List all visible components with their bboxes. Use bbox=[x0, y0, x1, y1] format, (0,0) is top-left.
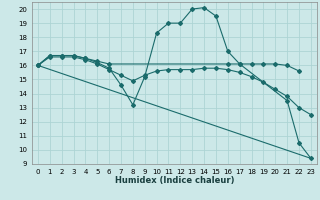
X-axis label: Humidex (Indice chaleur): Humidex (Indice chaleur) bbox=[115, 176, 234, 185]
